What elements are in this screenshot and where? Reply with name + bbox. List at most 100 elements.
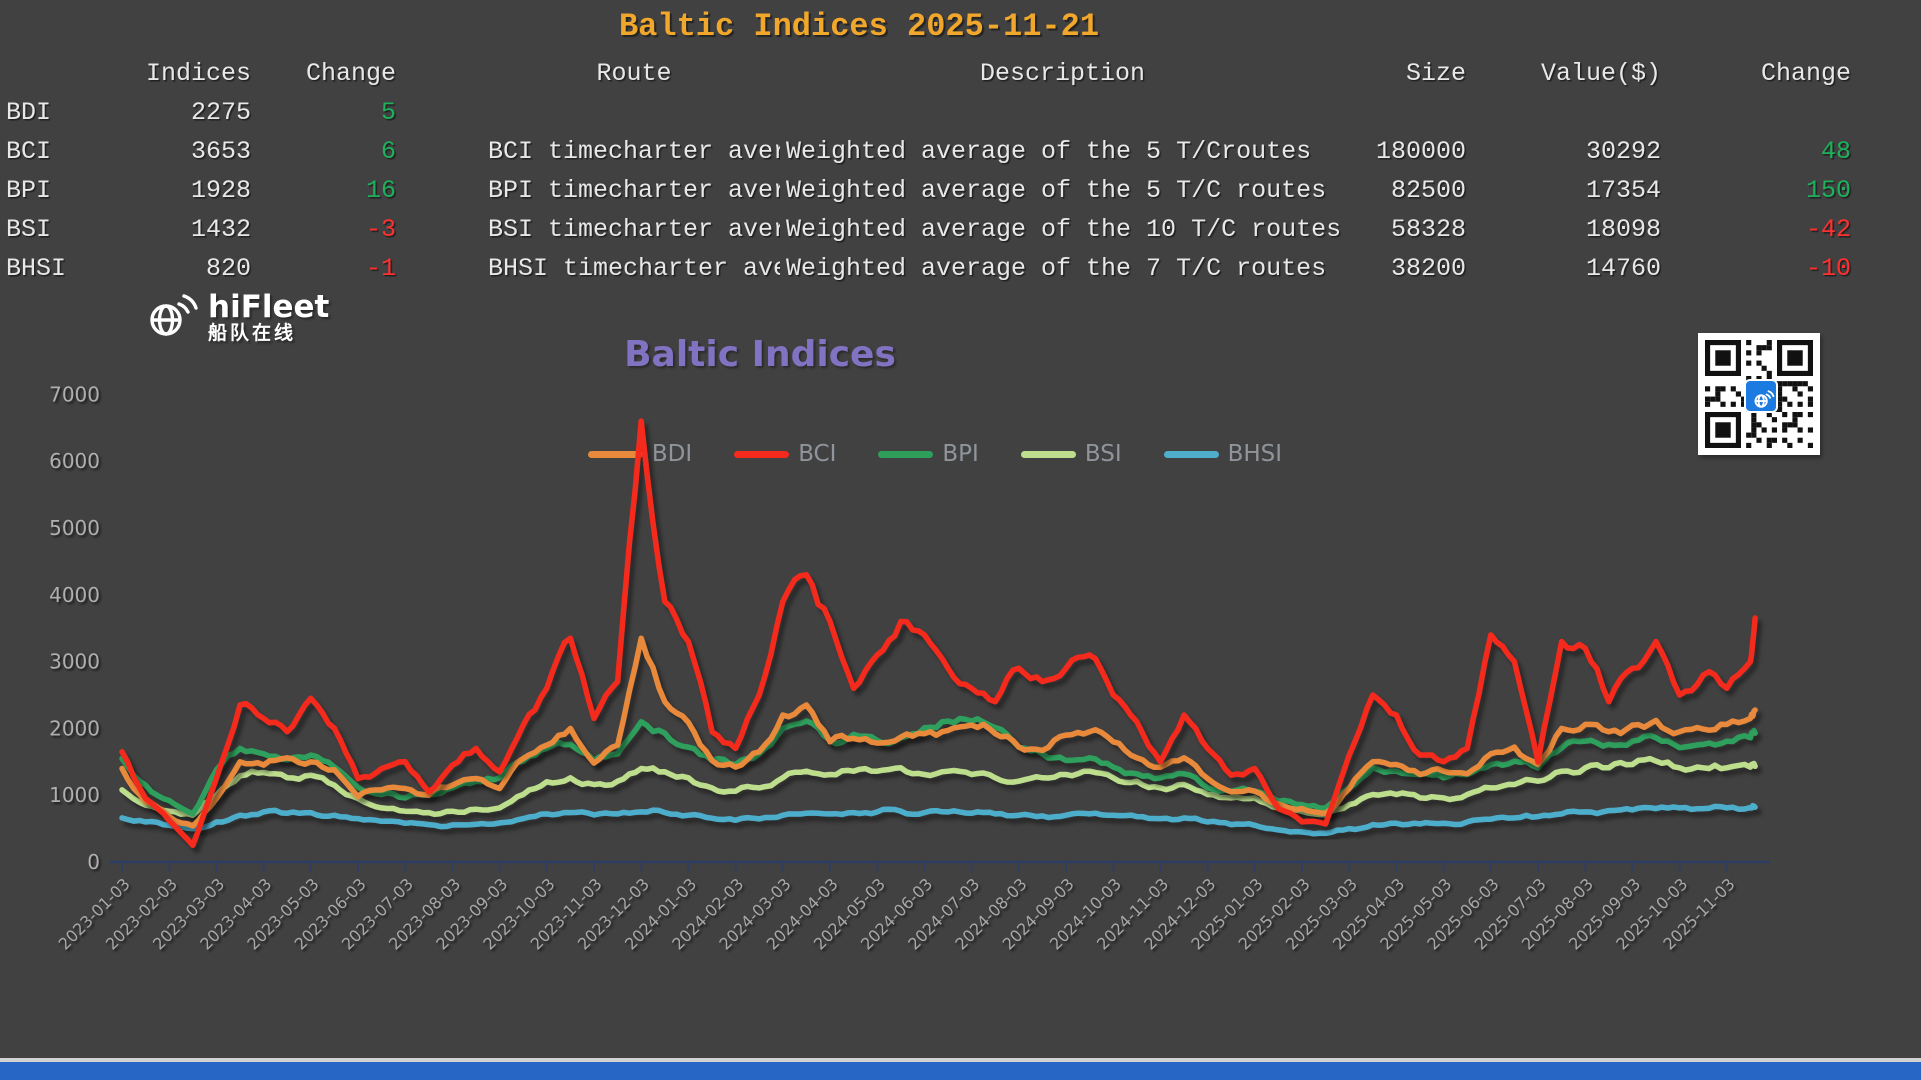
description-cell: Weighted average of the 10 T/C routes [786,215,1342,244]
route-cell: BSI timecharter aver [488,215,780,244]
col-header-change: Change [305,59,396,88]
svg-text:2023-08-03: 2023-08-03 [385,874,464,953]
value-cell: 30292 [1585,137,1661,166]
svg-text:7000: 7000 [49,382,100,406]
svg-text:2025-01-03: 2025-01-03 [1187,874,1266,953]
value-change-cell: -42 [1805,215,1851,244]
index-change-cell: 6 [380,137,396,166]
index-name-cell: BSI [6,215,52,244]
svg-text:2025-03-03: 2025-03-03 [1282,874,1361,953]
svg-text:2025-08-03: 2025-08-03 [1518,874,1597,953]
svg-text:1000: 1000 [49,783,100,807]
svg-text:2025-11-03: 2025-11-03 [1659,874,1738,953]
bci-line-swatch [734,450,790,458]
index-value-cell: 3653 [190,137,251,166]
svg-text:2024-11-03: 2024-11-03 [1093,874,1172,953]
svg-text:2023-09-03: 2023-09-03 [432,874,511,953]
legend-item-bpi[interactable]: BPI [878,441,979,467]
index-change-cell: -3 [365,215,396,244]
route-cell: BPI timecharter aver [488,176,780,205]
value-change-cell [1665,93,1855,132]
col-header-change2: Change [1760,59,1851,88]
hifleet-logo: hiFleet 船队在线 [146,288,329,347]
index-value-cell: 1928 [190,176,251,205]
col-header-description: Description [979,59,1146,88]
value-change-cell: 150 [1805,176,1851,205]
size-cell: 38200 [1390,254,1466,283]
legend-item-bci[interactable]: BCI [734,441,836,467]
indices-table: Indices Change Route Description Size Va… [0,54,1855,288]
value-change-cell: 48 [1820,137,1851,166]
description-cell: Weighted average of the 5 T/Croutes [786,137,1312,166]
size-cell: 58328 [1390,215,1466,244]
svg-text:2025-06-03: 2025-06-03 [1423,874,1502,953]
value-cell: 18098 [1585,215,1661,244]
value-change-cell: -10 [1805,254,1851,283]
bottom-taskbar [0,1062,1921,1080]
svg-text:2025-05-03: 2025-05-03 [1376,874,1455,953]
route-cell: BCI timecharter aver [488,137,780,166]
svg-text:2023-06-03: 2023-06-03 [291,874,370,953]
svg-text:2023-10-03: 2023-10-03 [479,874,558,953]
value-cell: 14760 [1585,254,1661,283]
chart-legend: BDI BCI BPI BSI BHSI [555,441,1315,467]
svg-text:2024-08-03: 2024-08-03 [951,874,1030,953]
value-cell: 17354 [1585,176,1661,205]
route-cell: BHSI timecharter ave [488,254,780,283]
logo-subtitle: 船队在线 [208,321,297,344]
svg-text:2024-02-03: 2024-02-03 [668,874,747,953]
svg-text:2000: 2000 [49,716,100,740]
svg-text:2023-01-03: 2023-01-03 [55,874,134,953]
qr-code [1698,333,1820,455]
svg-text:3000: 3000 [49,650,100,674]
index-value-cell: 2275 [190,98,251,127]
svg-text:5000: 5000 [49,516,100,540]
logo-title: hiFleet [208,288,330,325]
svg-text:2024-10-03: 2024-10-03 [1046,874,1125,953]
svg-text:2024-09-03: 2024-09-03 [999,874,1078,953]
svg-text:2023-05-03: 2023-05-03 [243,874,322,953]
legend-item-bsi[interactable]: BSI [1020,441,1122,467]
svg-text:2024-03-03: 2024-03-03 [715,874,794,953]
legend-label: BCI [798,441,837,467]
svg-text:2023-04-03: 2023-04-03 [196,874,275,953]
size-cell: 180000 [1375,137,1466,166]
svg-text:2025-10-03: 2025-10-03 [1612,874,1691,953]
svg-text:2023-12-03: 2023-12-03 [574,874,653,953]
route-cell [400,93,780,132]
index-change-cell: 16 [365,176,396,205]
index-value-cell: 1432 [190,215,251,244]
svg-text:2025-02-03: 2025-02-03 [1235,874,1314,953]
value-cell [1470,93,1665,132]
legend-item-bdi[interactable]: BDI [587,441,692,467]
index-name-cell: BPI [6,176,52,205]
bsi-line-swatch [1020,450,1076,458]
svg-text:2024-05-03: 2024-05-03 [810,874,889,953]
index-value-cell: 820 [205,254,251,283]
header-spacer [0,54,130,93]
size-cell: 82500 [1390,176,1466,205]
description-cell: Weighted average of the 5 T/C routes [786,176,1327,205]
col-header-indices: Indices [145,59,251,88]
index-name-cell: BHSI [6,254,67,283]
svg-text:2024-04-03: 2024-04-03 [763,874,842,953]
legend-item-bhsi[interactable]: BHSI [1163,441,1282,467]
svg-text:2025-04-03: 2025-04-03 [1329,874,1408,953]
legend-label: BPI [942,441,979,467]
description-cell [780,93,1345,132]
hifleet-qr-badge-icon [1744,379,1778,413]
svg-text:2023-03-03: 2023-03-03 [149,874,228,953]
size-cell [1345,93,1470,132]
svg-text:2023-07-03: 2023-07-03 [338,874,417,953]
legend-label: BSI [1084,441,1122,467]
index-change-cell: -1 [365,254,396,283]
col-header-size: Size [1405,59,1466,88]
svg-text:2023-02-03: 2023-02-03 [102,874,181,953]
page-title: Baltic Indices 2025-11-21 [618,8,1100,45]
svg-text:0: 0 [87,850,100,874]
svg-text:2024-12-03: 2024-12-03 [1140,874,1219,953]
description-cell: Weighted average of the 7 T/C routes [786,254,1327,283]
chart-title: Baltic Indices [624,334,896,375]
svg-text:2025-09-03: 2025-09-03 [1565,874,1644,953]
